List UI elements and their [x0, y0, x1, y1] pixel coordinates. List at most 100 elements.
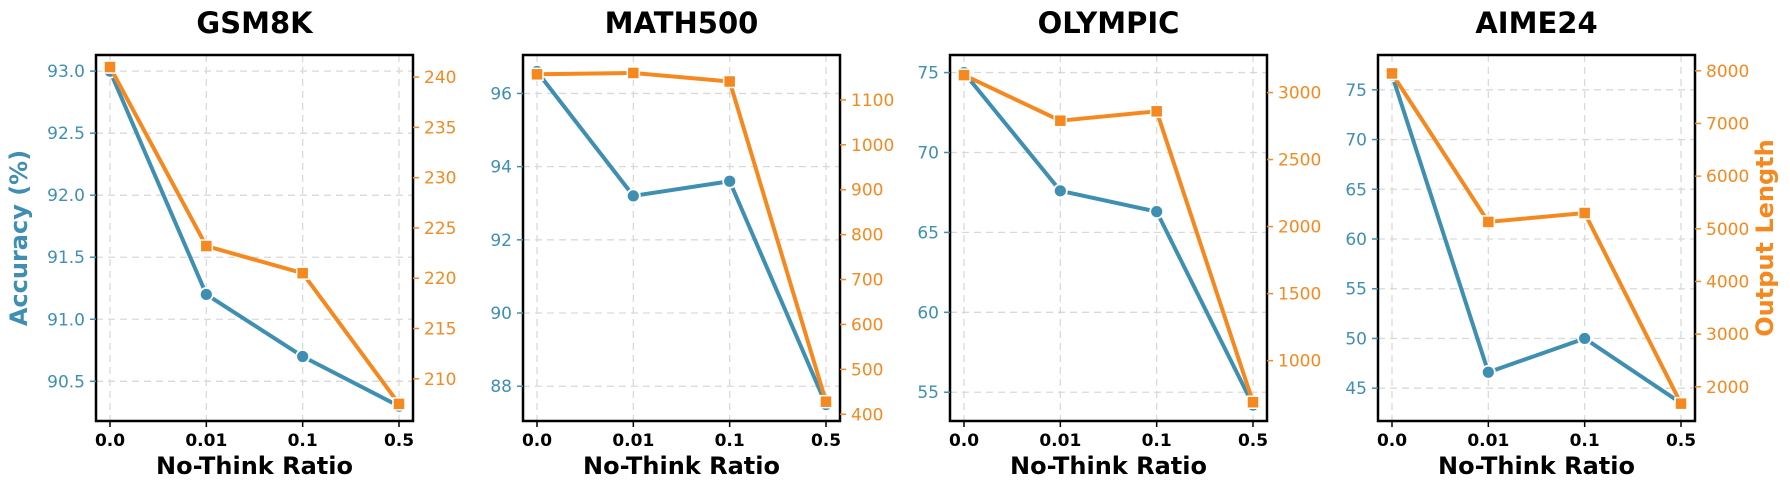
accuracy-point	[1052, 183, 1068, 199]
y-tick-label-right: 2000	[1278, 218, 1321, 238]
chart-title: AIME24	[1475, 6, 1597, 40]
accuracy-point	[1577, 331, 1593, 346]
y-tick-label-left: 55	[917, 383, 939, 403]
y-tick-label-right: 2000	[1706, 378, 1749, 398]
x-tick-label: 0.01	[1467, 431, 1509, 451]
y-tick-label-right: 1000	[1278, 352, 1321, 372]
y-tick-label-right: 800	[851, 226, 883, 246]
y-tick-label-right: 1000	[851, 136, 894, 156]
output-length-point	[1674, 396, 1688, 411]
accuracy-point	[722, 173, 738, 189]
y-tick-label-right: 4000	[1706, 272, 1749, 292]
y-tick-label-right: 240	[424, 68, 456, 88]
x-tick-label: 0.1	[1142, 431, 1172, 451]
output-length-line	[962, 73, 1255, 405]
y-tick-label-left: 75	[1345, 81, 1367, 101]
output-length-point	[819, 394, 833, 409]
y-tick-label-right: 5000	[1706, 220, 1749, 240]
y-tick-label-right: 1500	[1278, 285, 1321, 305]
accuracy-point	[198, 287, 214, 302]
output-length-point	[295, 266, 310, 280]
y-tick-label-left: 90	[490, 304, 512, 324]
x-tick-label: 0.0	[1377, 431, 1407, 451]
y-tick-label-right: 600	[851, 315, 883, 335]
plot-frame	[521, 53, 842, 423]
chart-panel-aime24: 45 50 55 60 65 70 75 2000 3000 4000 5000 6000 7000 80…	[1345, 6, 1779, 480]
output-length-point	[1385, 66, 1399, 81]
output-length-line	[108, 65, 401, 406]
y-tick-label-left: 70	[917, 143, 939, 163]
accuracy-line	[535, 69, 828, 407]
y-tick-label-left: 92	[490, 231, 512, 251]
y-tick-label-right: 2500	[1278, 151, 1321, 171]
y-tick-label-right: 235	[424, 118, 456, 138]
output-length-point	[392, 397, 406, 411]
y-tick-label-right: 3000	[1278, 84, 1321, 104]
y-tick-label-right: 225	[424, 219, 456, 239]
chart-panel-olympic: 55 60 65 70 75 1000 1500 2000 2500 3000 0.0 0.01 0.1…	[917, 6, 1321, 480]
accuracy-series	[102, 63, 407, 414]
y-tick-label-right: 215	[424, 319, 456, 339]
y-tick-label-left: 60	[1345, 230, 1367, 250]
y-tick-label-left: 50	[1345, 329, 1367, 349]
chart-title: GSM8K	[196, 6, 314, 40]
x-tick-label: 0.5	[384, 431, 414, 451]
output-length-point	[957, 68, 971, 82]
chart-title: MATH500	[605, 6, 759, 40]
output-length-line	[535, 70, 828, 404]
y-tick-label-right: 500	[851, 360, 883, 380]
x-tick-label: 0.5	[1666, 431, 1696, 451]
y-tick-label-left: 45	[1345, 379, 1367, 399]
y-tick-label-left: 93.0	[47, 62, 85, 82]
x-axis-label: No-Think Ratio	[1010, 452, 1207, 480]
y-tick-label-left: 94	[490, 158, 512, 178]
x-tick-label: 0.1	[1570, 431, 1600, 451]
chart-title: OLYMPIC	[1038, 6, 1180, 40]
output-length-series	[530, 66, 833, 409]
y-tick-label-right: 1100	[851, 91, 894, 111]
y-tick-label-left: 60	[917, 303, 939, 323]
gridlines	[950, 55, 1267, 421]
accuracy-point	[1149, 204, 1165, 220]
y-axis-label-right: Output Length	[1751, 139, 1779, 336]
plot-frame	[1376, 53, 1697, 423]
x-tick-label: 0.1	[288, 431, 318, 451]
x-tick-label: 0.5	[811, 431, 841, 451]
output-length-point	[722, 74, 737, 89]
y-tick-label-right: 220	[424, 269, 456, 289]
y-tick-label-left: 92.0	[47, 186, 85, 206]
y-tick-label-right: 8000	[1706, 62, 1749, 82]
chart-panel-math500: 88 90 92 94 96 400 500 600 700 800 900 1000 1100 0.0 0…	[490, 6, 894, 480]
y-tick-label-right: 700	[851, 271, 883, 291]
output-length-point	[626, 66, 641, 80]
accuracy-point	[295, 349, 311, 364]
y-tick-label-left: 96	[490, 84, 512, 104]
chart-panel-gsm8k: 90.5 91.0 91.5 92.0 92.5 93.0 210 215 220 225 230 2…	[5, 6, 456, 480]
output-length-series	[103, 60, 406, 411]
y-tick-label-right: 210	[424, 370, 456, 390]
y-tick-label-right: 7000	[1706, 114, 1749, 134]
y-tick-label-left: 65	[1345, 180, 1367, 200]
y-tick-label-right: 6000	[1706, 167, 1749, 187]
output-length-point	[1053, 113, 1068, 128]
y-axis-label-left: Accuracy (%)	[5, 150, 33, 326]
x-tick-label: 0.1	[715, 431, 745, 451]
x-tick-label: 0.5	[1238, 431, 1268, 451]
accuracy-line	[1390, 72, 1683, 406]
x-tick-label: 0.0	[949, 431, 979, 451]
gridlines	[1378, 55, 1695, 421]
y-tick-label-left: 91.5	[47, 248, 85, 268]
accuracy-line	[962, 70, 1255, 408]
y-tick-label-left: 65	[917, 223, 939, 243]
accuracy-point	[625, 188, 641, 204]
output-length-point	[530, 67, 544, 82]
accuracy-series	[529, 64, 834, 412]
accuracy-line	[108, 69, 401, 409]
output-length-point	[1149, 104, 1164, 119]
gridlines	[96, 55, 413, 421]
x-tick-label: 0.0	[522, 431, 552, 451]
plot-frame	[948, 53, 1269, 423]
y-tick-label-left: 92.5	[47, 124, 85, 144]
y-tick-label-left: 55	[1345, 280, 1367, 300]
